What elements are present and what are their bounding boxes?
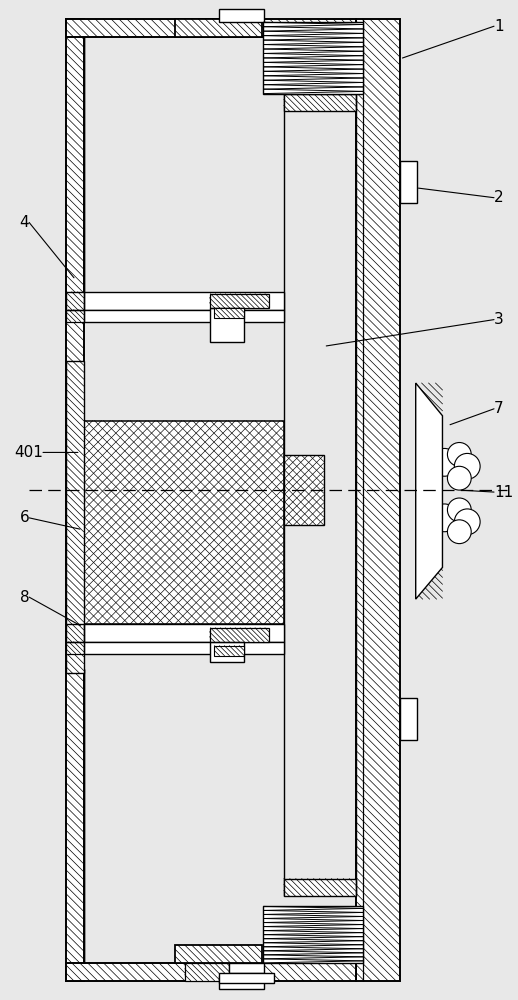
Polygon shape xyxy=(416,383,442,599)
Bar xyxy=(210,628,269,642)
Bar xyxy=(175,945,262,963)
Bar xyxy=(214,308,244,318)
Bar xyxy=(66,642,84,654)
Bar xyxy=(66,310,84,322)
Bar xyxy=(356,19,400,981)
Bar xyxy=(263,906,363,963)
Text: 11: 11 xyxy=(494,485,513,500)
Bar xyxy=(84,310,284,322)
Bar xyxy=(84,421,284,624)
Text: 4: 4 xyxy=(20,215,29,230)
Bar xyxy=(66,292,84,310)
Bar xyxy=(66,963,356,981)
Text: 2: 2 xyxy=(494,190,503,205)
Text: 7: 7 xyxy=(494,401,503,416)
Text: 3: 3 xyxy=(494,312,504,327)
Bar xyxy=(66,19,84,981)
Bar xyxy=(84,421,284,624)
Text: 401: 401 xyxy=(14,445,43,460)
Bar xyxy=(214,646,244,656)
Circle shape xyxy=(448,520,471,544)
Bar xyxy=(210,308,244,342)
Bar xyxy=(175,945,262,963)
Bar xyxy=(400,698,416,740)
Bar xyxy=(220,9,264,22)
Bar xyxy=(84,292,284,310)
Bar xyxy=(66,19,356,37)
Bar xyxy=(284,455,324,525)
Bar xyxy=(229,963,264,973)
Circle shape xyxy=(454,509,480,535)
Bar xyxy=(400,161,416,203)
Bar xyxy=(175,19,262,37)
Bar xyxy=(66,19,356,37)
Bar xyxy=(220,976,264,989)
Bar xyxy=(66,963,356,981)
Bar xyxy=(284,94,356,111)
Bar xyxy=(84,624,284,642)
Circle shape xyxy=(448,498,471,522)
Bar xyxy=(210,642,244,662)
Bar xyxy=(284,879,356,896)
Bar xyxy=(66,624,84,642)
Bar xyxy=(185,963,229,981)
Bar xyxy=(220,973,274,983)
Bar xyxy=(263,22,363,94)
Text: 6: 6 xyxy=(19,510,29,525)
Bar xyxy=(284,879,356,896)
Bar xyxy=(66,19,84,981)
Bar xyxy=(66,310,84,322)
Bar xyxy=(210,628,269,642)
Bar xyxy=(185,963,229,981)
Bar xyxy=(284,455,324,525)
Circle shape xyxy=(430,448,458,476)
Bar xyxy=(84,642,284,654)
Circle shape xyxy=(448,443,471,466)
Bar xyxy=(66,292,84,310)
Bar xyxy=(66,361,84,673)
Bar xyxy=(66,361,84,673)
Text: 1: 1 xyxy=(494,19,503,34)
Bar xyxy=(66,642,84,654)
Bar xyxy=(284,94,356,111)
Bar xyxy=(210,294,269,308)
Bar xyxy=(214,646,244,656)
Bar xyxy=(175,19,262,37)
Circle shape xyxy=(448,466,471,490)
Bar xyxy=(356,19,400,981)
Circle shape xyxy=(430,504,458,532)
Text: 8: 8 xyxy=(20,590,29,605)
Bar xyxy=(66,624,84,642)
Bar xyxy=(210,294,269,308)
Polygon shape xyxy=(416,383,442,599)
Circle shape xyxy=(454,453,480,479)
Bar xyxy=(214,308,244,318)
